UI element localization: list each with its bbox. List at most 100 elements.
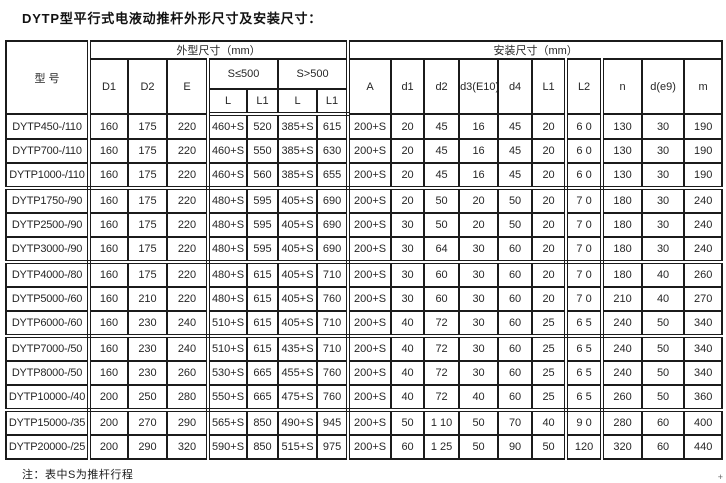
value-cell: 60 (497, 261, 534, 288)
model-cell: DYTP700-/110 (5, 138, 91, 164)
value-cell: 30 (641, 187, 686, 214)
value-cell: 7 0 (565, 187, 605, 214)
value-cell: 405+S (277, 310, 318, 338)
value-cell: 280 (601, 409, 644, 436)
value-cell: 160 (88, 162, 129, 190)
value-cell: 45 (497, 162, 534, 190)
value-cell: 6 0 (565, 138, 605, 164)
corner-mark: + (717, 472, 723, 482)
value-cell: 175 (127, 113, 168, 140)
value-cell: 480+S (207, 261, 248, 288)
table-row: DYTP5000-/60 160 210 220 480+S 615 405+S 760 200… (5, 286, 724, 312)
model-cell: DYTP15000-/35 (5, 409, 91, 436)
value-cell: 50 (390, 409, 426, 436)
value-cell: 945 (315, 409, 351, 436)
value-cell: 210 (127, 286, 168, 312)
value-cell: 230 (127, 310, 168, 338)
value-cell: 460+S (207, 113, 248, 140)
value-cell: 480+S (207, 286, 248, 312)
value-cell: 550 (246, 138, 279, 164)
value-cell: 200+S (347, 113, 393, 140)
value-cell: 590+S (207, 434, 248, 460)
value-cell: 40 (641, 286, 686, 312)
value-cell: 30 (641, 113, 686, 140)
value-cell: 1 25 (423, 434, 461, 460)
value-cell: 20 (531, 261, 569, 288)
value-cell: 50 (641, 310, 686, 338)
value-cell: 30 (458, 335, 500, 362)
value-cell: 25 (531, 360, 569, 386)
value-cell: 200+S (347, 138, 393, 164)
value-cell: 45 (423, 113, 461, 140)
value-cell: 550+S (207, 384, 248, 412)
value-cell: 6 0 (565, 162, 605, 190)
value-cell: 615 (246, 286, 279, 312)
header-group-row: 型 号 外型尺寸（mm） 安装尺寸（mm） (5, 40, 724, 115)
value-cell: 180 (601, 212, 644, 238)
value-cell: 50 (497, 212, 534, 238)
value-cell: 60 (423, 261, 461, 288)
value-cell: 7 0 (565, 212, 605, 238)
value-cell: 160 (88, 286, 129, 312)
value-cell: 60 (641, 434, 686, 460)
value-cell: 850 (246, 434, 279, 460)
value-cell: 40 (390, 384, 426, 412)
value-cell: 45 (497, 113, 534, 140)
value-cell: 475+S (277, 384, 318, 412)
footnote: 注：表中S为推杆行程 (22, 469, 134, 481)
value-cell: 30 (641, 138, 686, 164)
model-cell: DYTP20000-/25 (5, 434, 91, 460)
value-cell: 16 (458, 162, 500, 190)
value-cell: 180 (601, 261, 644, 288)
value-cell: 30 (458, 261, 500, 288)
value-cell: 160 (88, 212, 129, 238)
value-cell: 20 (390, 113, 426, 140)
model-cell: DYTP1000-/110 (5, 162, 91, 190)
value-cell: 385+S (277, 162, 318, 190)
value-cell: 30 (458, 360, 500, 386)
model-cell: DYTP3000-/90 (5, 236, 91, 264)
value-cell: 280 (166, 384, 210, 412)
value-cell: 72 (423, 310, 461, 338)
dimension-table: 型 号 外型尺寸（mm） 安装尺寸（mm） D1 D2 E S≤500 S>50… (5, 40, 724, 460)
value-cell: 180 (601, 236, 644, 264)
table-row: DYTP20000-/25 200 290 320 590+S 850 515+S 975 20… (5, 434, 724, 460)
value-cell: 60 (497, 335, 534, 362)
value-cell: 360 (683, 384, 724, 412)
value-cell: 160 (88, 261, 129, 288)
model-cell: DYTP4000-/80 (5, 261, 91, 288)
value-cell: 400 (683, 409, 724, 436)
value-cell: 220 (166, 286, 210, 312)
value-cell: 40 (458, 384, 500, 412)
model-cell: DYTP450-/110 (5, 113, 91, 140)
value-cell: 200 (88, 409, 129, 436)
value-cell: 40 (390, 310, 426, 338)
header-sub-row: D1 D2 E S≤500 S>500 A d1 d2 d3(E10) d4 L… (6, 58, 724, 115)
value-cell: 30 (641, 212, 686, 238)
value-cell: 200+S (347, 335, 393, 362)
header-e: E (166, 58, 210, 115)
header-install-group: 安装尺寸（mm） (347, 40, 724, 60)
value-cell: 9 0 (565, 409, 605, 436)
value-cell: 690 (315, 236, 351, 264)
value-cell: 515+S (277, 434, 318, 460)
value-cell: 260 (166, 360, 210, 386)
value-cell: 25 (531, 384, 569, 412)
value-cell: 20 (390, 138, 426, 164)
value-cell: 220 (166, 162, 210, 190)
table-row: DYTP3000-/90 160 175 220 480+S 595 405+S 690 200… (5, 236, 724, 264)
value-cell: 175 (127, 261, 168, 288)
value-cell: 16 (458, 138, 500, 164)
value-cell: 270 (127, 409, 168, 436)
value-cell: 30 (458, 310, 500, 338)
value-cell: 72 (423, 360, 461, 386)
value-cell: 175 (127, 236, 168, 264)
value-cell: 220 (166, 261, 210, 288)
value-cell: 200+S (347, 187, 393, 214)
value-cell: 190 (683, 113, 724, 140)
value-cell: 20 (531, 187, 569, 214)
value-cell: 595 (246, 236, 279, 264)
value-cell: 510+S (207, 335, 248, 362)
value-cell: 850 (246, 409, 279, 436)
